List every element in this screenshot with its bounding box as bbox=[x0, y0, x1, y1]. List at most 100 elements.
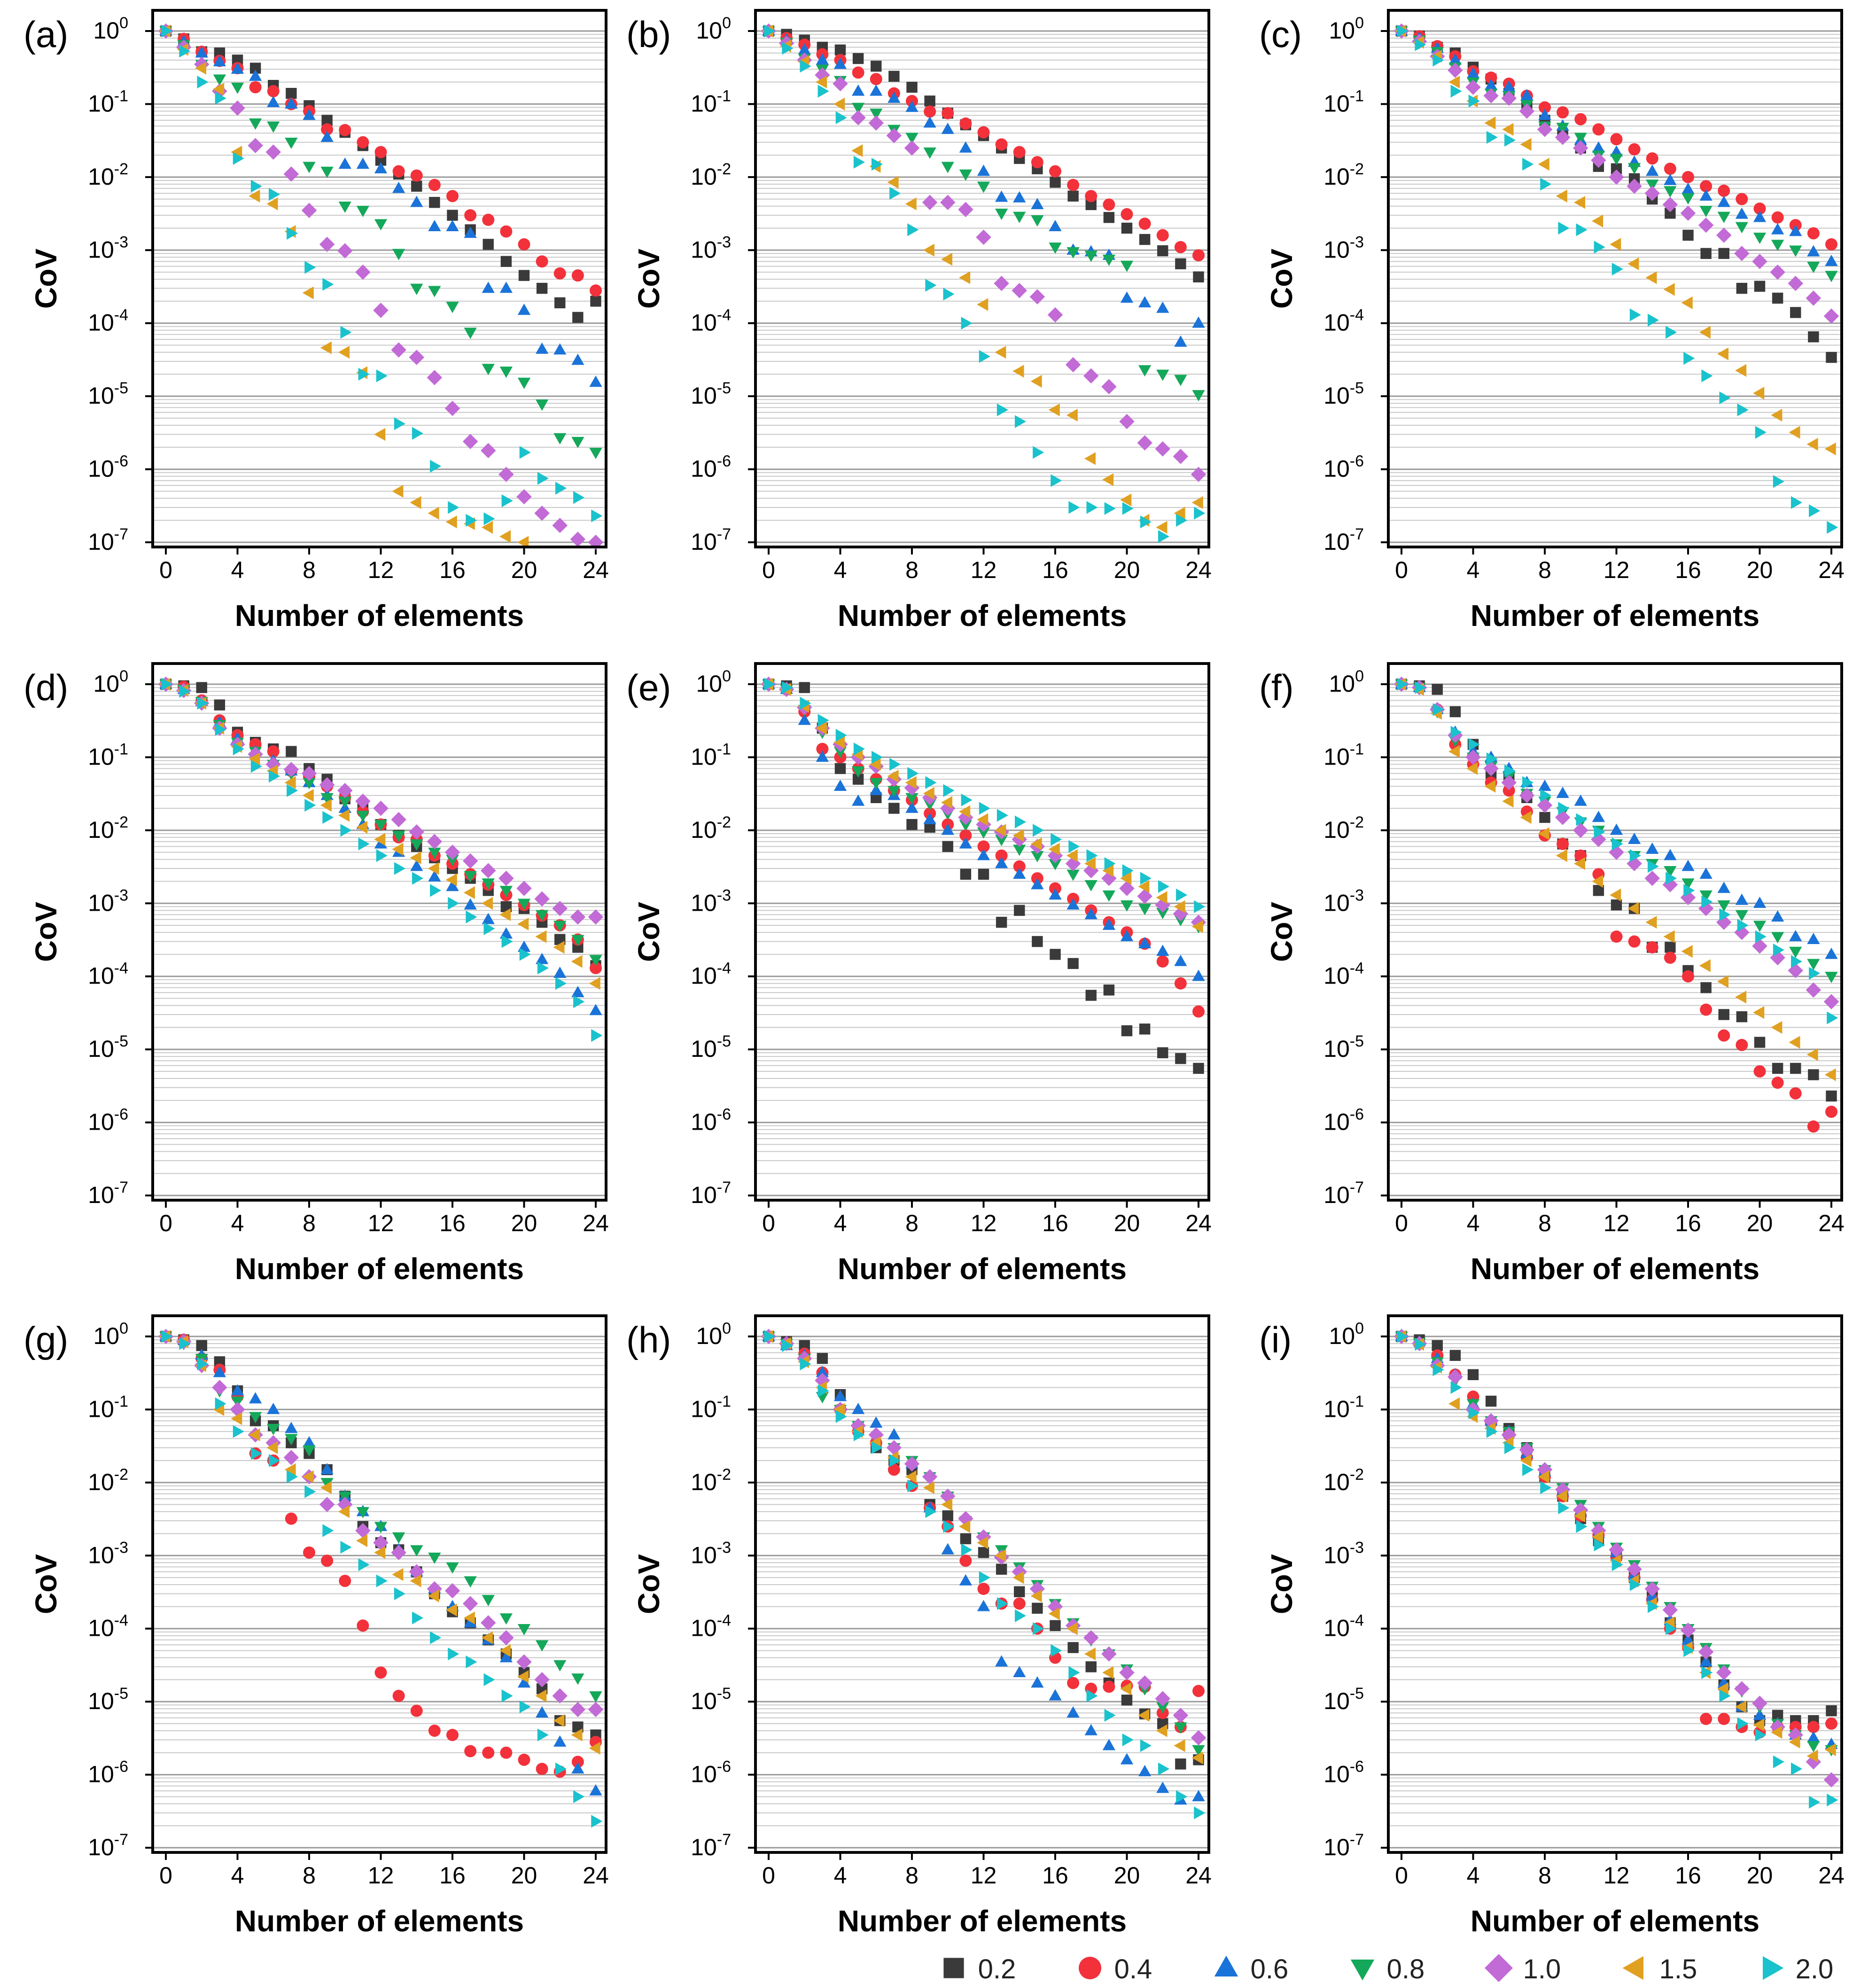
data-point bbox=[1522, 157, 1534, 171]
data-point bbox=[553, 267, 566, 280]
panel-label: (c) bbox=[1259, 14, 1302, 55]
data-point bbox=[1174, 507, 1185, 520]
data-point bbox=[589, 375, 602, 387]
x-axis-label: Number of elements bbox=[838, 599, 1127, 633]
data-point bbox=[1103, 1680, 1115, 1693]
data-point bbox=[1698, 1644, 1714, 1660]
panel-g: 10-7 10-6 10-5 10-4 10-3 10-2 10-1 100 0 4 8 12 16 20… bbox=[23, 1314, 609, 1938]
data-point bbox=[392, 1689, 405, 1702]
data-point bbox=[1609, 169, 1624, 185]
data-point bbox=[941, 823, 954, 835]
data-point bbox=[1628, 143, 1641, 156]
data-point bbox=[338, 797, 351, 808]
data-point bbox=[923, 787, 934, 800]
data-point bbox=[409, 350, 424, 365]
data-point bbox=[1735, 991, 1747, 1004]
data-point bbox=[410, 859, 423, 871]
data-point bbox=[1173, 1707, 1189, 1723]
data-point bbox=[1827, 1793, 1838, 1807]
data-point bbox=[1662, 1602, 1678, 1618]
x-tick-label: 20 bbox=[511, 557, 537, 583]
data-point bbox=[499, 927, 513, 939]
data-point bbox=[267, 1424, 280, 1436]
data-point bbox=[925, 1505, 937, 1518]
data-point bbox=[1139, 234, 1151, 245]
data-point bbox=[1646, 941, 1658, 953]
data-point bbox=[338, 201, 351, 213]
data-point bbox=[1662, 197, 1678, 212]
data-point bbox=[1085, 990, 1097, 1001]
data-point bbox=[233, 152, 244, 165]
data-point bbox=[444, 1583, 460, 1599]
x-tick-label: 24 bbox=[1818, 1862, 1845, 1889]
data-point bbox=[1558, 1501, 1570, 1515]
data-point bbox=[1556, 1490, 1567, 1503]
x-tick-label: 8 bbox=[303, 557, 316, 583]
data-point bbox=[1755, 1728, 1767, 1742]
data-point bbox=[800, 1357, 811, 1371]
panel-label: (i) bbox=[1259, 1319, 1292, 1360]
data-point bbox=[197, 696, 209, 710]
data-point bbox=[213, 55, 226, 67]
data-point bbox=[553, 343, 567, 355]
data-point bbox=[1013, 191, 1026, 203]
data-point bbox=[925, 279, 937, 292]
panel-e: 10-7 10-6 10-5 10-4 10-3 10-2 10-1 100 0 4 8 12 16 20… bbox=[626, 662, 1212, 1286]
data-point bbox=[374, 1522, 388, 1533]
data-point bbox=[1771, 1077, 1784, 1089]
data-point bbox=[1050, 177, 1061, 188]
data-point bbox=[355, 1523, 371, 1539]
data-point bbox=[816, 742, 829, 755]
data-point bbox=[448, 897, 459, 910]
data-point bbox=[1175, 258, 1186, 270]
data-point bbox=[1538, 1470, 1549, 1484]
x-tick-label: 16 bbox=[439, 1862, 466, 1889]
data-point bbox=[410, 169, 423, 182]
series-1_5 bbox=[159, 678, 600, 990]
data-point bbox=[534, 505, 550, 521]
data-point bbox=[463, 1611, 475, 1625]
plot-frame bbox=[151, 1314, 607, 1854]
data-point bbox=[1176, 514, 1188, 527]
data-point bbox=[1013, 860, 1026, 873]
x-tick-label: 24 bbox=[1818, 557, 1845, 583]
data-point bbox=[1698, 217, 1714, 233]
data-point bbox=[1592, 1530, 1604, 1544]
data-point bbox=[1594, 825, 1605, 838]
data-point bbox=[464, 1576, 477, 1588]
y-tick-label: 10-6 bbox=[691, 453, 731, 482]
x-tick-label: 16 bbox=[1042, 557, 1068, 583]
series-0_6 bbox=[159, 24, 602, 387]
data-point bbox=[448, 1647, 459, 1661]
data-point bbox=[179, 45, 191, 58]
data-point bbox=[304, 798, 316, 812]
data-point bbox=[481, 1615, 496, 1631]
data-point bbox=[1501, 775, 1517, 790]
data-point bbox=[427, 834, 443, 850]
data-point bbox=[445, 873, 457, 886]
data-point bbox=[1191, 920, 1203, 933]
data-point bbox=[870, 778, 883, 789]
data-point bbox=[553, 1714, 565, 1727]
data-point bbox=[1450, 1381, 1462, 1394]
y-tick-label: 10-2 bbox=[88, 1466, 128, 1495]
data-point bbox=[889, 187, 901, 200]
data-point bbox=[1827, 521, 1838, 534]
y-tick-label: 100 bbox=[1329, 667, 1364, 697]
data-point bbox=[1156, 1724, 1168, 1737]
data-point bbox=[1666, 872, 1677, 885]
data-point bbox=[1736, 1039, 1748, 1051]
data-point bbox=[1718, 248, 1729, 259]
data-point bbox=[320, 798, 332, 812]
data-point bbox=[1483, 88, 1499, 103]
data-point bbox=[925, 776, 937, 789]
data-point bbox=[1664, 163, 1676, 175]
data-point bbox=[573, 491, 585, 504]
data-point bbox=[464, 1745, 477, 1757]
data-point bbox=[519, 1700, 531, 1713]
data-point bbox=[941, 253, 952, 266]
data-point bbox=[430, 1631, 442, 1644]
data-point bbox=[498, 870, 514, 886]
data-point bbox=[1468, 1406, 1480, 1420]
data-point bbox=[283, 762, 299, 777]
